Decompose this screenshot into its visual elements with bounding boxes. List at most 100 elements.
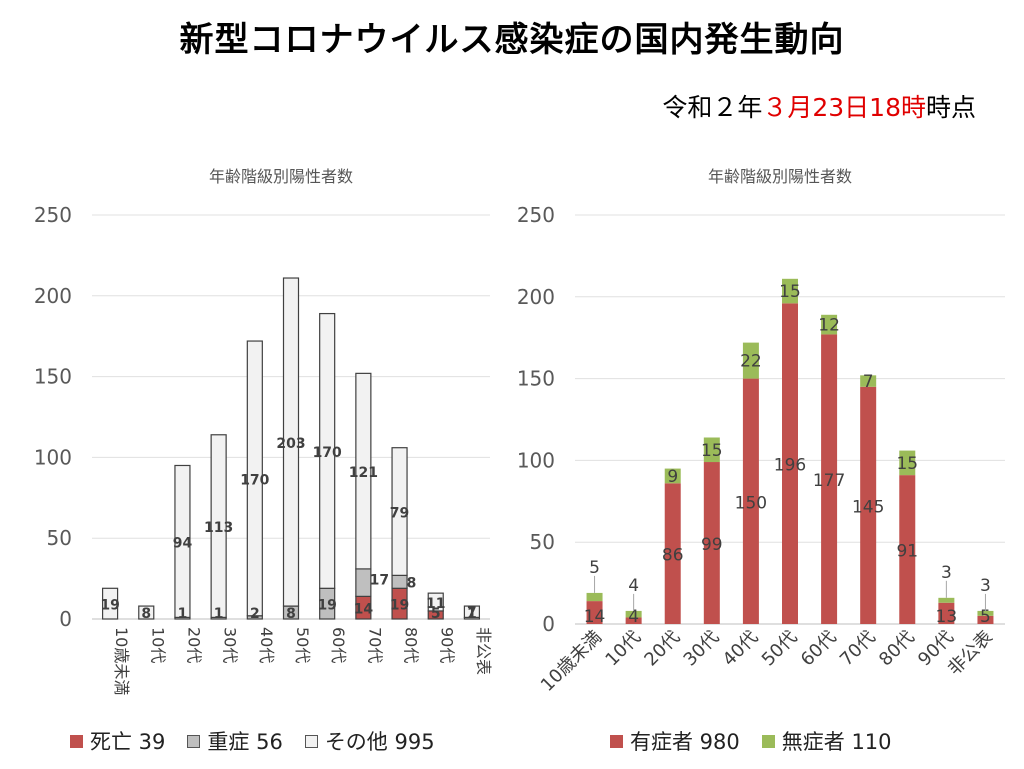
legend-swatch bbox=[610, 734, 623, 748]
page-title: 新型コロナウイルス感染症の国内発生動向 bbox=[179, 20, 845, 60]
bar-segment bbox=[821, 334, 838, 624]
x-tick-label: 30代 bbox=[221, 627, 240, 663]
as-of-prefix: 令和２年 bbox=[662, 93, 763, 122]
bar-segment bbox=[664, 468, 681, 484]
bar-segment bbox=[246, 340, 263, 617]
y-tick-label: 50 bbox=[530, 530, 555, 554]
x-tick-label: 40代 bbox=[719, 627, 763, 671]
chart-right: 年齢階級別陽性者数05010015020025014510歳未満4410代869… bbox=[517, 167, 1005, 696]
data-label: 79 bbox=[390, 506, 409, 522]
x-tick-label: 10歳未満 bbox=[537, 627, 606, 696]
bar-segment bbox=[664, 483, 681, 624]
data-label: 3 bbox=[941, 563, 952, 583]
bar-segment bbox=[101, 587, 119, 620]
data-label: 14 bbox=[354, 602, 374, 618]
x-tick-label: 10歳未満 bbox=[112, 627, 131, 695]
data-label: 5 bbox=[980, 607, 991, 627]
data-label: 121 bbox=[349, 465, 378, 481]
data-label: 170 bbox=[313, 445, 342, 461]
bar-segment bbox=[782, 303, 798, 624]
data-label: 150 bbox=[735, 493, 767, 513]
x-tick-label: 20代 bbox=[640, 627, 684, 671]
data-label: 1 bbox=[214, 606, 224, 622]
x-tick-label: 80代 bbox=[875, 627, 919, 671]
data-label: 203 bbox=[276, 436, 305, 452]
y-tick-label: 150 bbox=[34, 365, 72, 389]
x-tick-label: 60代 bbox=[329, 627, 348, 663]
data-label: 8 bbox=[141, 606, 151, 622]
data-label: 2 bbox=[250, 606, 260, 622]
x-tick-label: 90代 bbox=[438, 627, 457, 663]
legend-swatch bbox=[187, 734, 201, 748]
data-label: 170 bbox=[240, 472, 269, 488]
data-label: 7 bbox=[467, 604, 477, 620]
data-label: 1 bbox=[467, 606, 477, 622]
bar-segment bbox=[742, 342, 759, 379]
data-label: 99 bbox=[701, 535, 723, 555]
data-label: 7 bbox=[863, 372, 874, 392]
y-tick-label: 100 bbox=[517, 448, 555, 472]
data-label: 8 bbox=[286, 606, 296, 622]
legend-item: 死亡 39 bbox=[70, 726, 165, 756]
x-tick-label: 20代 bbox=[184, 627, 203, 663]
bar-segment bbox=[977, 615, 994, 624]
bar-segment bbox=[210, 434, 227, 618]
x-tick-label: 50代 bbox=[293, 627, 312, 663]
y-tick-label: 0 bbox=[59, 607, 72, 631]
y-tick-label: 250 bbox=[517, 203, 555, 227]
x-tick-label: 非公表 bbox=[944, 627, 997, 680]
data-label: 3 bbox=[980, 576, 991, 596]
y-tick-label: 200 bbox=[34, 284, 72, 308]
data-label: 5 bbox=[589, 558, 600, 578]
legend-swatch bbox=[70, 734, 83, 748]
bar-segment bbox=[355, 568, 372, 597]
data-label: 19 bbox=[390, 598, 409, 614]
legend-label: その他 995 bbox=[324, 730, 435, 754]
chart-title: 年齢階級別陽性者数 bbox=[708, 167, 852, 186]
data-label: 113 bbox=[204, 520, 233, 536]
data-label: 12 bbox=[818, 316, 840, 336]
legend-label: 重症 56 bbox=[207, 730, 283, 754]
bar-segment bbox=[703, 437, 720, 463]
bar-segment bbox=[586, 592, 603, 602]
bar-segment bbox=[355, 372, 372, 570]
data-label: 11 bbox=[426, 596, 445, 612]
chart-left: 年齢階級別陽性者数 0 50 100 150 200 250 19 10歳未満 8 10代 1 94 20… bbox=[34, 167, 493, 695]
data-label: 15 bbox=[779, 282, 801, 302]
y-tick-label: 100 bbox=[34, 445, 72, 469]
data-label: 8 bbox=[407, 575, 417, 591]
legend-swatch bbox=[304, 734, 318, 748]
bar-segment bbox=[899, 475, 916, 624]
data-label: 17 bbox=[370, 573, 389, 589]
x-tick-label: 70代 bbox=[365, 627, 384, 663]
as-of-highlight: ３月23日18時 bbox=[762, 93, 926, 122]
bar-segment bbox=[782, 278, 798, 304]
data-label: 22 bbox=[740, 352, 762, 372]
bar-segment bbox=[742, 378, 759, 624]
bar-segment bbox=[977, 610, 994, 616]
bar-segment bbox=[703, 462, 720, 624]
data-label: 19 bbox=[100, 598, 119, 614]
legend-label: 有症者 980 bbox=[630, 730, 740, 754]
x-tick-label: 60代 bbox=[797, 627, 841, 671]
y-tick-label: 0 bbox=[542, 612, 555, 636]
data-label: 94 bbox=[173, 535, 193, 551]
bar-segment bbox=[427, 592, 444, 612]
x-tick-label: 70代 bbox=[836, 627, 880, 671]
bar-segment bbox=[938, 602, 955, 624]
bar-segment bbox=[899, 450, 916, 476]
data-label: 4 bbox=[628, 607, 639, 627]
bar-segment bbox=[174, 464, 191, 618]
legend-item: 無症者 110 bbox=[761, 726, 892, 756]
bar-segment bbox=[282, 277, 300, 607]
y-tick-label: 200 bbox=[517, 285, 555, 309]
bar-segment bbox=[586, 601, 603, 624]
data-label: 91 bbox=[896, 542, 918, 562]
bar-segment bbox=[391, 574, 408, 589]
data-label: 196 bbox=[774, 456, 806, 476]
legend-label: 死亡 39 bbox=[90, 730, 166, 754]
y-tick-label: 150 bbox=[517, 367, 555, 391]
legend-left: 死亡 39 重症 56 その他 995 bbox=[70, 726, 457, 756]
data-label: 1 bbox=[178, 606, 188, 622]
data-label: 15 bbox=[701, 441, 723, 461]
